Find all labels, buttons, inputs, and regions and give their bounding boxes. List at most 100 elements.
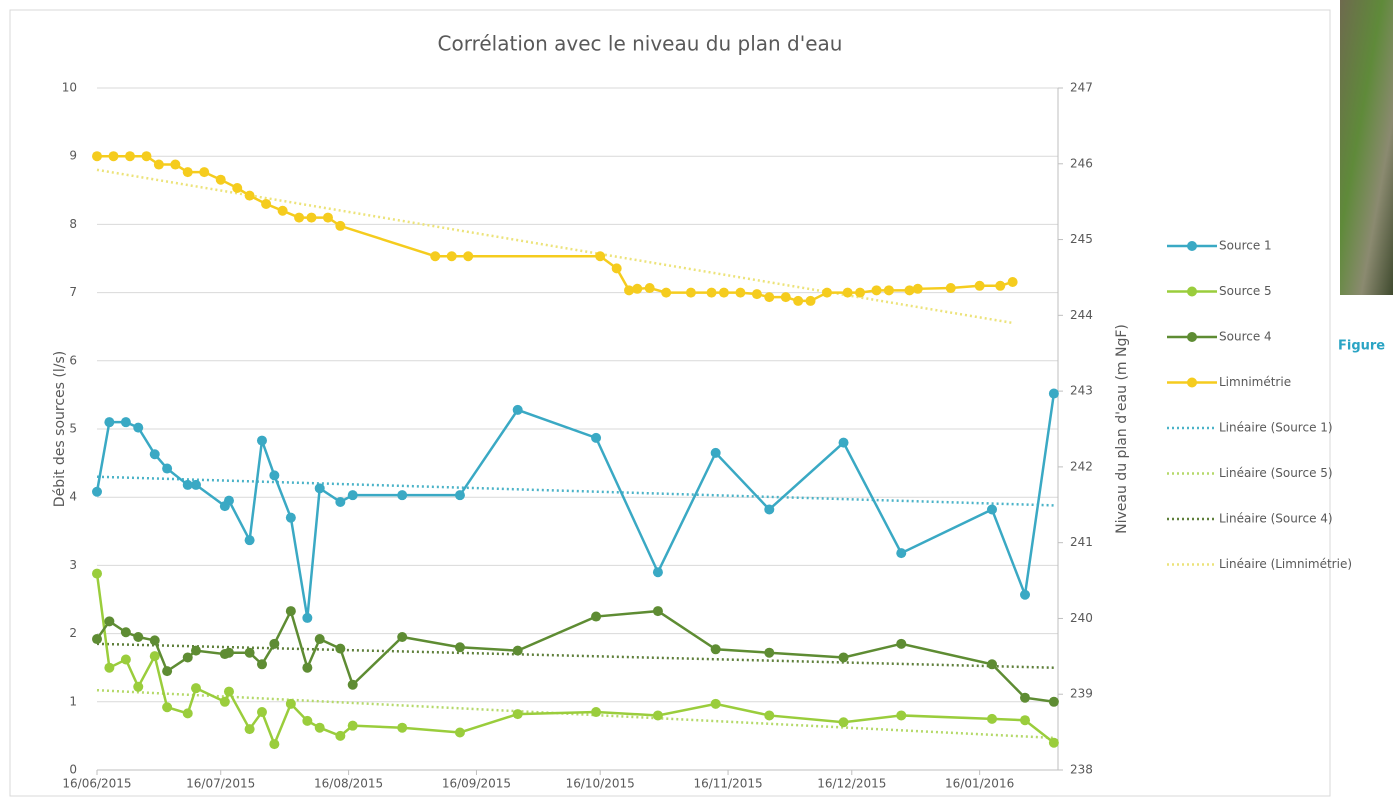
- point: [751, 289, 762, 300]
- point: [838, 652, 849, 663]
- point: [190, 645, 201, 656]
- point: [1007, 276, 1018, 287]
- y2-tick-label: 243: [1070, 384, 1093, 398]
- x-tick-label: 16/12/2015: [817, 777, 886, 791]
- point: [244, 535, 255, 546]
- point: [883, 285, 894, 296]
- point: [322, 212, 333, 223]
- point: [652, 567, 663, 578]
- point: [822, 287, 833, 298]
- point: [710, 698, 721, 709]
- x-tick-label: 16/06/2015: [62, 777, 131, 791]
- legend-label: Source 4: [1219, 330, 1272, 344]
- point: [1020, 589, 1031, 600]
- point: [269, 739, 280, 750]
- point: [397, 490, 408, 501]
- point: [182, 652, 193, 663]
- point: [624, 285, 635, 296]
- y-tick-label: 2: [69, 626, 77, 640]
- x-tick-label: 16/10/2015: [566, 777, 635, 791]
- point: [591, 707, 602, 718]
- point: [512, 645, 523, 656]
- point: [108, 151, 119, 162]
- point: [842, 287, 853, 298]
- point: [335, 220, 346, 231]
- point: [256, 435, 267, 446]
- point: [232, 183, 243, 194]
- y2-tick-label: 244: [1070, 308, 1093, 322]
- series-line: [97, 154, 1013, 303]
- point: [302, 662, 313, 673]
- point: [512, 404, 523, 415]
- legend-label: Linéaire (Source 1): [1219, 421, 1333, 435]
- point: [141, 151, 152, 162]
- point: [170, 159, 181, 170]
- point: [162, 463, 173, 474]
- point: [591, 432, 602, 443]
- point: [302, 612, 313, 623]
- point: [871, 285, 882, 296]
- legend-marker: [1187, 377, 1197, 388]
- y2-tick-label: 238: [1070, 763, 1093, 777]
- point: [974, 280, 985, 291]
- point: [896, 710, 907, 721]
- legend-label: Linéaire (Source 5): [1219, 466, 1333, 480]
- point: [644, 283, 655, 294]
- point: [314, 483, 325, 494]
- point: [1048, 388, 1059, 399]
- point: [764, 292, 775, 303]
- y-tick-label: 1: [69, 694, 77, 708]
- point: [269, 470, 280, 481]
- point: [133, 681, 144, 692]
- point: [335, 730, 346, 741]
- y-tick-label: 0: [69, 763, 77, 777]
- point: [685, 287, 696, 298]
- point: [780, 292, 791, 303]
- point: [133, 632, 144, 643]
- point: [335, 496, 346, 507]
- point: [347, 679, 358, 690]
- y2-tick-label: 239: [1070, 687, 1093, 701]
- point: [430, 251, 441, 262]
- point: [591, 611, 602, 622]
- point: [896, 638, 907, 649]
- point: [256, 659, 267, 670]
- point: [153, 159, 164, 170]
- point: [718, 287, 729, 298]
- point: [306, 212, 317, 223]
- point: [104, 662, 115, 673]
- point: [463, 251, 474, 262]
- point: [595, 251, 606, 262]
- point: [454, 727, 465, 738]
- trend-line: [96, 475, 1054, 507]
- point: [454, 642, 465, 653]
- chart-frame: [9, 9, 1331, 797]
- point: [162, 666, 173, 677]
- y-tick-label: 5: [69, 422, 77, 436]
- point: [904, 285, 915, 296]
- legend-marker: [1187, 286, 1197, 297]
- point: [987, 504, 998, 515]
- point: [149, 635, 160, 646]
- point: [764, 710, 775, 721]
- y-tick-label: 4: [69, 490, 77, 504]
- y-axis-label: Débit des sources (l/s): [52, 351, 68, 507]
- point: [912, 283, 923, 294]
- point: [190, 683, 201, 694]
- point: [397, 632, 408, 643]
- legend-label: Source 5: [1219, 284, 1272, 298]
- point: [347, 720, 358, 731]
- y-tick-label: 8: [69, 217, 77, 231]
- point: [314, 634, 325, 645]
- point: [335, 643, 346, 654]
- x-tick-label: 16/11/2015: [693, 777, 762, 791]
- point: [124, 151, 135, 162]
- point: [652, 606, 663, 617]
- point: [632, 283, 643, 294]
- trend-line: [96, 642, 1054, 669]
- point: [397, 722, 408, 733]
- point: [261, 198, 272, 209]
- y2-tick-label: 246: [1070, 156, 1093, 170]
- point: [244, 647, 255, 658]
